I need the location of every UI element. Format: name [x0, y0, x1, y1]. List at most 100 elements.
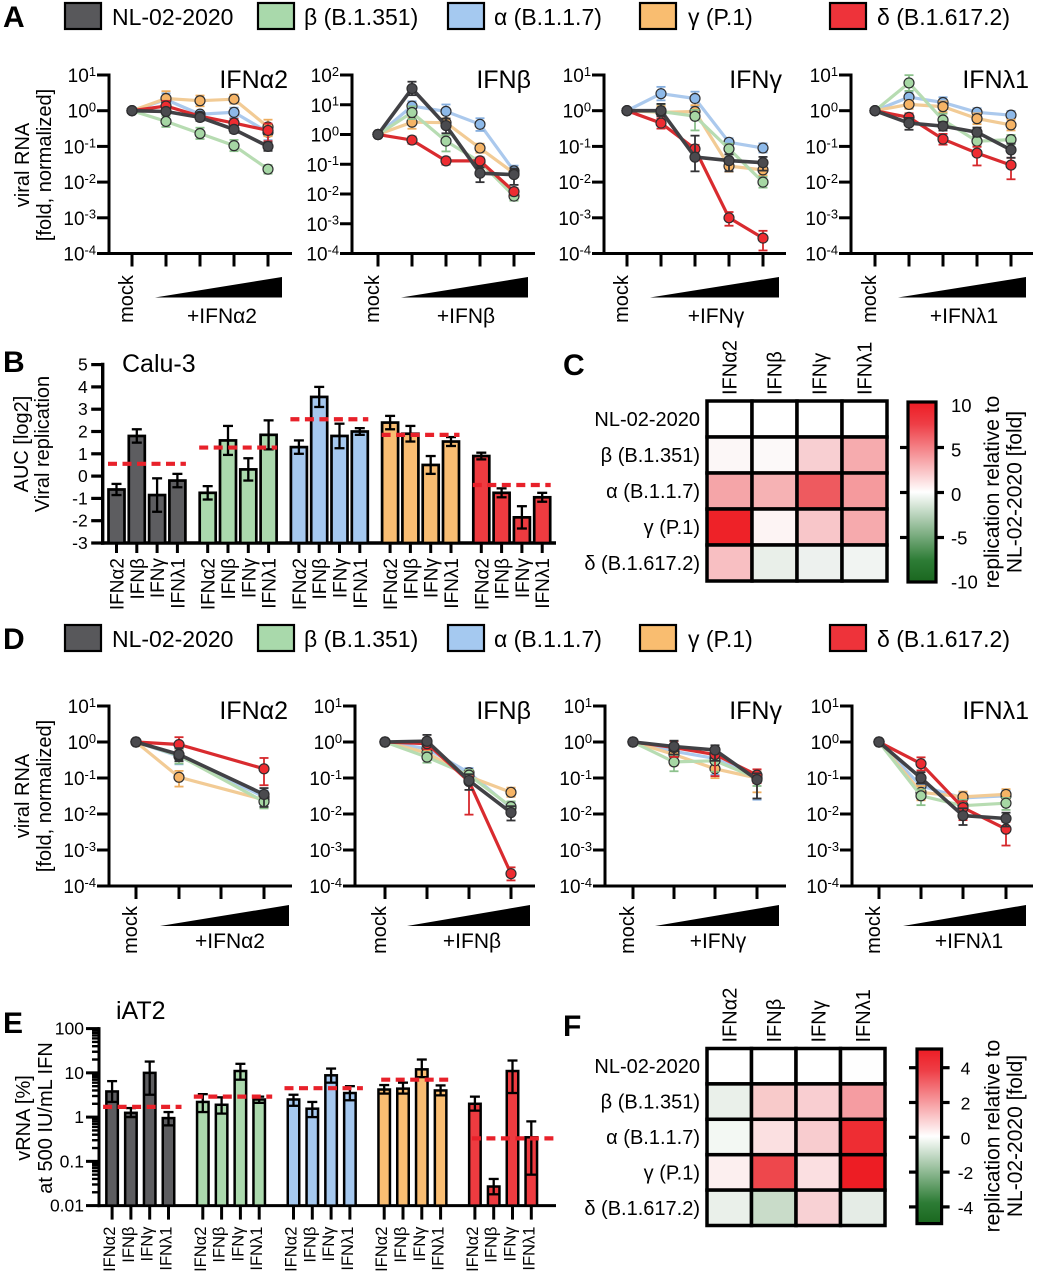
svg-text:viral RNA: viral RNA — [12, 753, 34, 838]
svg-text:IFNλ1: IFNλ1 — [430, 1227, 448, 1271]
svg-text:10-4: 10-4 — [63, 242, 96, 265]
svg-text:IFNλ1: IFNλ1 — [855, 342, 877, 395]
svg-text:IFNβ: IFNβ — [476, 697, 531, 725]
svg-text:10-2: 10-2 — [306, 183, 339, 206]
svg-text:100: 100 — [810, 100, 838, 123]
svg-text:[fold, normalized]: [fold, normalized] — [34, 89, 56, 241]
svg-text:B: B — [3, 346, 25, 379]
svg-text:δ (B.1.617.2): δ (B.1.617.2) — [584, 1198, 700, 1220]
svg-text:IFNβ: IFNβ — [120, 1227, 138, 1263]
svg-text:IFNγ: IFNγ — [148, 558, 169, 599]
svg-text:100: 100 — [563, 100, 591, 123]
svg-text:-2: -2 — [958, 1163, 974, 1183]
svg-text:+IFNλ1: +IFNλ1 — [930, 305, 998, 328]
svg-text:100: 100 — [564, 731, 592, 754]
svg-text:β (B.1.351): β (B.1.351) — [304, 626, 418, 652]
svg-text:10-1: 10-1 — [805, 135, 838, 158]
svg-text:IFNβ: IFNβ — [764, 999, 786, 1043]
svg-text:10-4: 10-4 — [805, 242, 838, 265]
svg-text:+IFNβ: +IFNβ — [443, 930, 501, 953]
svg-text:10-1: 10-1 — [806, 767, 839, 790]
svg-text:10-2: 10-2 — [805, 171, 838, 194]
svg-text:IFNγ: IFNγ — [513, 558, 534, 599]
svg-text:IFNλ1: IFNλ1 — [520, 1227, 538, 1271]
svg-text:E: E — [3, 1007, 23, 1040]
svg-text:α (B.1.1.7): α (B.1.1.7) — [494, 4, 602, 30]
svg-text:IFNβ: IFNβ — [765, 351, 787, 395]
svg-text:IFNγ: IFNγ — [810, 353, 832, 395]
svg-text:IFNγ: IFNγ — [729, 697, 782, 725]
svg-text:IFNβ: IFNβ — [128, 558, 149, 600]
svg-text:IFNβ: IFNβ — [483, 1227, 501, 1263]
svg-text:IFNβ: IFNβ — [401, 558, 422, 600]
svg-text:IFNα2: IFNα2 — [464, 1227, 482, 1272]
svg-text:IFNα2: IFNα2 — [720, 340, 742, 395]
svg-text:101: 101 — [563, 64, 591, 87]
svg-text:4: 4 — [78, 377, 88, 397]
svg-text:-2: -2 — [72, 511, 88, 531]
svg-text:α (B.1.1.7): α (B.1.1.7) — [606, 1127, 700, 1149]
svg-text:IFNγ: IFNγ — [331, 558, 352, 599]
svg-text:10-3: 10-3 — [559, 839, 592, 862]
svg-text:-4: -4 — [958, 1198, 974, 1218]
svg-text:10-2: 10-2 — [558, 171, 591, 194]
svg-text:101: 101 — [314, 695, 342, 718]
svg-text:mock: mock — [120, 905, 142, 954]
svg-text:4: 4 — [961, 1059, 971, 1079]
svg-text:IFNα2: IFNα2 — [283, 1227, 301, 1272]
svg-text:viral RNA: viral RNA — [12, 122, 34, 207]
svg-text:10-3: 10-3 — [309, 839, 342, 862]
svg-text:IFNβ: IFNβ — [493, 558, 514, 600]
svg-text:γ (P.1): γ (P.1) — [688, 4, 753, 30]
svg-text:10-1: 10-1 — [63, 767, 96, 790]
svg-text:IFNα2: IFNα2 — [381, 558, 402, 610]
svg-text:IFNβ: IFNβ — [301, 1227, 319, 1263]
svg-text:mock: mock — [617, 905, 639, 954]
svg-text:10-2: 10-2 — [559, 803, 592, 826]
svg-text:NL-02-2020: NL-02-2020 — [112, 626, 233, 652]
svg-text:IFNα2: IFNα2 — [108, 558, 129, 610]
svg-text:+IFNα2: +IFNα2 — [195, 930, 265, 953]
svg-text:+IFNα2: +IFNα2 — [187, 305, 257, 328]
svg-text:NL-02-2020: NL-02-2020 — [594, 409, 700, 431]
svg-text:-1: -1 — [72, 488, 88, 508]
svg-text:α (B.1.1.7): α (B.1.1.7) — [494, 626, 602, 652]
svg-text:C: C — [563, 349, 585, 382]
svg-text:IFNα2: IFNα2 — [373, 1227, 391, 1272]
svg-text:10-4: 10-4 — [806, 875, 839, 898]
svg-text:3: 3 — [78, 399, 88, 419]
svg-text:NL-02-2020: NL-02-2020 — [112, 4, 233, 30]
svg-text:0.01: 0.01 — [50, 1196, 84, 1216]
svg-text:10-3: 10-3 — [63, 207, 96, 230]
svg-text:10-1: 10-1 — [306, 153, 339, 176]
svg-text:mock: mock — [863, 905, 885, 954]
svg-text:101: 101 — [810, 64, 838, 87]
svg-text:IFNλ1: IFNλ1 — [248, 1227, 266, 1271]
svg-text:100: 100 — [68, 731, 96, 754]
svg-text:10: 10 — [951, 395, 972, 416]
svg-text:IFNγ: IFNγ — [729, 66, 782, 94]
svg-text:IFNβ: IFNβ — [392, 1227, 410, 1263]
svg-text:IFNβ: IFNβ — [219, 558, 240, 600]
svg-text:IFNα2: IFNα2 — [101, 1227, 119, 1272]
svg-text:IFNγ: IFNγ — [239, 558, 260, 599]
svg-text:0: 0 — [951, 484, 961, 505]
svg-text:5: 5 — [951, 440, 961, 461]
svg-text:-10: -10 — [951, 572, 978, 593]
svg-text:10-1: 10-1 — [309, 767, 342, 790]
svg-text:α (B.1.1.7): α (B.1.1.7) — [606, 481, 700, 503]
svg-text:vRNA [%]: vRNA [%] — [13, 1075, 35, 1161]
svg-text:+IFNγ: +IFNγ — [688, 305, 745, 328]
svg-text:IFNλ1: IFNλ1 — [962, 697, 1029, 725]
svg-text:IFNλ1: IFNλ1 — [853, 989, 875, 1042]
svg-text:F: F — [563, 1010, 581, 1043]
svg-text:D: D — [3, 623, 25, 656]
svg-text:10-4: 10-4 — [559, 875, 592, 898]
svg-text:2: 2 — [78, 422, 88, 442]
svg-text:δ (B.1.617.2): δ (B.1.617.2) — [877, 4, 1010, 30]
svg-text:IFNα2: IFNα2 — [219, 697, 288, 725]
svg-text:iAT2: iAT2 — [116, 997, 166, 1025]
svg-text:101: 101 — [564, 695, 592, 718]
svg-text:101: 101 — [811, 695, 839, 718]
svg-text:102: 102 — [311, 64, 339, 87]
